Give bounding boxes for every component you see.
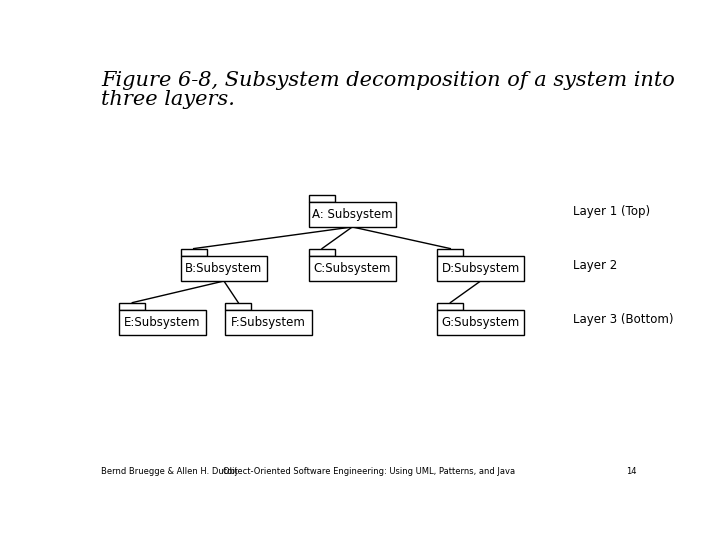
Bar: [309, 202, 395, 227]
Text: Figure 6-8, Subsystem decomposition of a system into: Figure 6-8, Subsystem decomposition of a…: [101, 71, 675, 90]
Text: three layers.: three layers.: [101, 90, 235, 109]
Bar: [309, 256, 395, 281]
Text: Bernd Bruegge & Allen H. Dutoit: Bernd Bruegge & Allen H. Dutoit: [101, 467, 238, 476]
Bar: [437, 310, 524, 335]
Bar: [309, 248, 335, 256]
Bar: [181, 256, 267, 281]
Bar: [309, 194, 335, 202]
Text: D:Subsystem: D:Subsystem: [441, 262, 520, 275]
Text: E:Subsystem: E:Subsystem: [125, 316, 201, 329]
Text: F:Subsystem: F:Subsystem: [231, 316, 306, 329]
Text: Layer 1 (Top): Layer 1 (Top): [572, 205, 649, 218]
Bar: [437, 248, 463, 256]
Bar: [120, 310, 206, 335]
Text: G:Subsystem: G:Subsystem: [441, 316, 520, 329]
Text: B:Subsystem: B:Subsystem: [185, 262, 263, 275]
Bar: [120, 302, 145, 310]
Bar: [225, 310, 312, 335]
Bar: [437, 302, 463, 310]
Text: 14: 14: [626, 467, 637, 476]
Text: C:Subsystem: C:Subsystem: [314, 262, 391, 275]
Text: A: Subsystem: A: Subsystem: [312, 208, 392, 221]
Bar: [437, 256, 524, 281]
Bar: [181, 248, 207, 256]
Text: Layer 3 (Bottom): Layer 3 (Bottom): [572, 313, 673, 326]
Text: Object-Oriented Software Engineering: Using UML, Patterns, and Java: Object-Oriented Software Engineering: Us…: [223, 467, 515, 476]
Bar: [225, 302, 251, 310]
Text: Layer 2: Layer 2: [572, 259, 617, 272]
